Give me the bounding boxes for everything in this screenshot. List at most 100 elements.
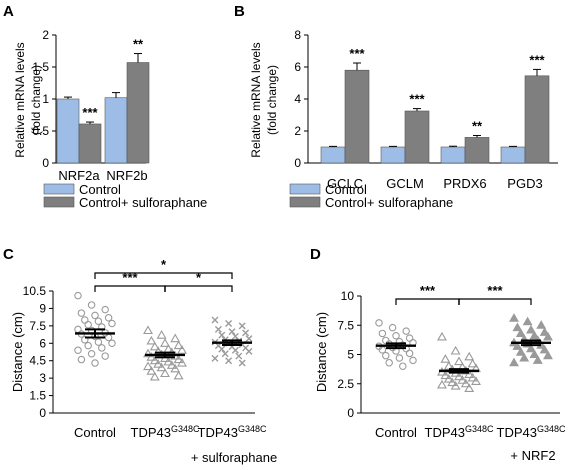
data-point-D [464, 369, 475, 378]
data-point-C [91, 359, 99, 367]
data-point-D [375, 319, 383, 327]
data-point-C [104, 313, 113, 322]
data-point-D [454, 356, 464, 366]
data-point-D [388, 323, 397, 332]
bar-B [464, 137, 490, 164]
data-point-C [77, 355, 86, 364]
bar-B [404, 110, 430, 164]
data-point-D [440, 354, 451, 363]
y-tick-label-B: 2 [294, 124, 301, 138]
data-point-D [529, 330, 540, 340]
data-point-C [156, 362, 167, 372]
data-point-D [447, 377, 458, 387]
y-tick-label-C: 4.5 [29, 354, 46, 368]
bar-A [78, 123, 102, 164]
y-axis-label-A: (fold change) [29, 65, 43, 135]
data-point-C [143, 361, 153, 371]
data-point-C [163, 356, 174, 366]
data-point-D [515, 347, 526, 356]
data-point-C [81, 336, 89, 344]
category-label-line2-C: + sulforaphane [191, 450, 277, 465]
significance-label-C: * [161, 257, 167, 272]
legend-swatch-B [289, 183, 321, 195]
data-point-D [460, 378, 471, 388]
data-point-D [385, 358, 393, 367]
significance-bracket-D [395, 298, 460, 305]
data-point-D [539, 327, 550, 336]
y-tick-label-C: 0 [39, 406, 46, 420]
data-point-D [522, 316, 533, 326]
data-point-D [395, 354, 404, 362]
y-tick-label-B: 4 [294, 92, 301, 106]
data-point-C [143, 348, 153, 358]
y-tick-label-A: 0 [42, 156, 49, 170]
y-tick-label-C: 9 [39, 301, 46, 315]
y-tick-label-C: 1.5 [29, 389, 46, 403]
data-point-C [87, 301, 96, 309]
data-point-D [543, 331, 553, 341]
significance-bracket-C [94, 272, 233, 279]
data-point-D [467, 358, 478, 368]
significance-bracket-D [458, 298, 532, 305]
category-label-C: Control [74, 425, 116, 440]
data-point-C [177, 345, 187, 354]
data-point-D [382, 351, 390, 360]
data-point-C [238, 359, 246, 367]
category-label-D: TDP43G348C [425, 424, 494, 440]
data-point-C [160, 368, 170, 378]
significance-label-B: *** [349, 46, 365, 61]
data-point-D [402, 327, 410, 335]
data-point-C [77, 309, 86, 317]
data-point-C [218, 345, 226, 353]
data-point-D [543, 350, 553, 360]
data-point-C [177, 357, 187, 367]
panel-letter-A: A [3, 3, 14, 20]
legend-swatch-A [43, 196, 75, 208]
legend-label-A: Control+ sulforaphane [79, 195, 207, 210]
category-label-B: PRDX6 [443, 176, 486, 191]
category-label-C: TDP43G348C [198, 424, 267, 440]
category-label-D: Control [375, 425, 417, 440]
y-tick-label-C: 10.5 [23, 284, 47, 298]
y-tick-label-C: 3 [39, 371, 46, 385]
bar-B [380, 146, 406, 164]
data-point-D [509, 313, 519, 322]
data-point-D [512, 341, 523, 350]
legend-swatch-B [289, 196, 321, 208]
data-point-C [101, 352, 109, 360]
y-tick-label-B: 0 [294, 156, 301, 170]
data-point-C [170, 363, 181, 373]
data-point-C [84, 341, 92, 350]
data-point-C [245, 347, 253, 355]
category-superscript-C: G348C [171, 424, 200, 434]
data-point-C [87, 349, 96, 358]
legend-swatch-A [43, 183, 75, 195]
y-tick-label-B: 8 [294, 28, 301, 42]
data-point-C [221, 350, 229, 358]
data-point-D [443, 361, 454, 370]
data-point-D [443, 373, 454, 383]
bar-B [344, 69, 370, 164]
y-axis-label-D: Distance (cm) [314, 312, 329, 392]
panel-letter-C: C [3, 246, 14, 263]
significance-bracket-C [94, 285, 166, 292]
data-point-D [526, 324, 536, 334]
data-point-C [94, 338, 103, 346]
category-label-D: TDP43G348C [497, 424, 566, 440]
y-axis-label-C: Distance (cm) [10, 312, 25, 392]
category-superscript-D: G348C [537, 424, 566, 434]
y-axis-label-B: Relative mRNA levels [249, 42, 263, 157]
bar-B [320, 146, 346, 164]
data-point-C [146, 335, 157, 345]
significance-label-C: *** [122, 270, 138, 285]
data-point-C [108, 339, 116, 348]
data-point-C [74, 346, 82, 355]
data-point-C [231, 332, 239, 340]
data-point-D [515, 328, 526, 337]
significance-label-A: *** [82, 105, 98, 120]
category-label-B: GCLC [327, 176, 363, 191]
bar-A [104, 97, 128, 164]
data-point-C [238, 322, 246, 330]
y-tick-label-A: 1 [42, 92, 49, 106]
